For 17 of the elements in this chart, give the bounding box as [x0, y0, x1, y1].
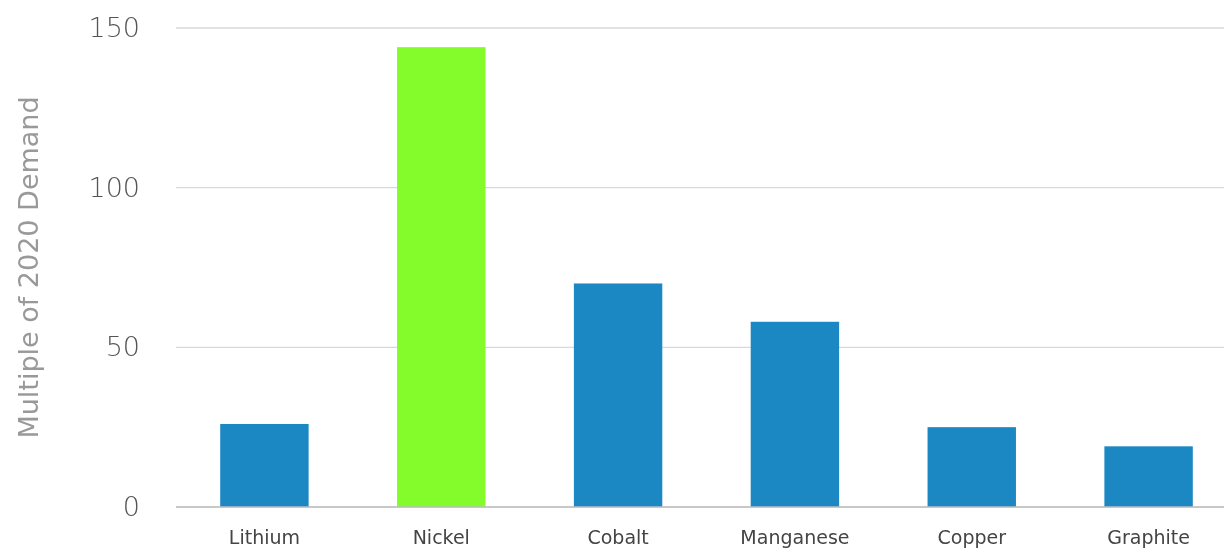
y-tick-label: 100	[88, 171, 140, 203]
y-tick-label: 50	[105, 331, 140, 363]
bar	[573, 283, 663, 507]
y-tick-label: 0	[122, 491, 140, 523]
bar	[927, 427, 1016, 507]
bar	[1104, 446, 1193, 507]
bar	[220, 423, 309, 507]
y-axis-title: Multiple of 2020 Demand	[13, 96, 44, 439]
x-tick-label: Graphite	[1107, 526, 1190, 549]
bar	[397, 47, 486, 507]
x-tick-label: Nickel	[412, 526, 470, 549]
x-tick-label: Lithium	[228, 526, 301, 549]
x-tick-label: Manganese	[740, 526, 850, 549]
x-tick-label: Cobalt	[587, 526, 649, 549]
y-tick-label: 150	[88, 12, 140, 44]
x-tick-label: Copper	[937, 526, 1007, 549]
bar	[750, 321, 840, 507]
